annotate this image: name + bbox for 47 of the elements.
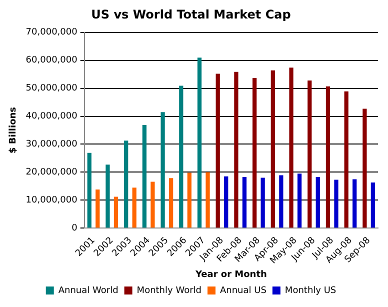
bar: [160, 112, 165, 228]
chart-title: US vs World Total Market Cap: [91, 7, 292, 22]
bar: [289, 68, 294, 228]
y-tick-label: 70,000,000: [26, 28, 78, 38]
legend-label: Annual World: [58, 286, 118, 296]
y-axis-title: $ Billions: [8, 106, 19, 154]
bar: [132, 188, 136, 228]
y-tick-label: 0: [72, 223, 78, 234]
bar: [234, 72, 238, 228]
bar: [344, 91, 348, 228]
bar: [187, 172, 192, 228]
y-tick-label: 50,000,000: [26, 84, 78, 94]
legend-label: Annual US: [220, 286, 267, 296]
bar: [308, 80, 312, 228]
bar: [96, 190, 100, 228]
bar: [242, 176, 247, 228]
legend-label: Monthly World: [136, 286, 202, 296]
y-tick-label: 30,000,000: [26, 140, 78, 150]
bar: [252, 78, 257, 228]
bar: [370, 182, 376, 228]
bar: [326, 86, 330, 228]
bar: [114, 196, 118, 228]
bar: [106, 164, 110, 228]
bar: [179, 86, 184, 228]
y-tick-label: 60,000,000: [26, 56, 78, 66]
x-axis-title: Year or Month: [194, 270, 267, 280]
bar: [168, 178, 174, 228]
bar: [362, 108, 367, 228]
bar: [334, 180, 338, 228]
bar: [150, 182, 155, 228]
bar: [206, 172, 210, 228]
bar: [316, 176, 320, 228]
bar: [216, 74, 220, 228]
bar: [142, 124, 147, 228]
bar: [87, 152, 92, 228]
y-tick-label: 20,000,000: [26, 168, 78, 178]
y-tick-label: 40,000,000: [26, 112, 78, 122]
bar: [224, 176, 228, 228]
y-tick-label: 10,000,000: [26, 196, 78, 206]
bar: [297, 174, 302, 228]
bar: [197, 58, 202, 228]
bar: [270, 70, 275, 228]
bar: [279, 175, 284, 228]
bar: [352, 179, 357, 228]
bar: [124, 140, 128, 228]
legend-label: Monthly US: [284, 286, 336, 296]
bar: [260, 178, 265, 228]
